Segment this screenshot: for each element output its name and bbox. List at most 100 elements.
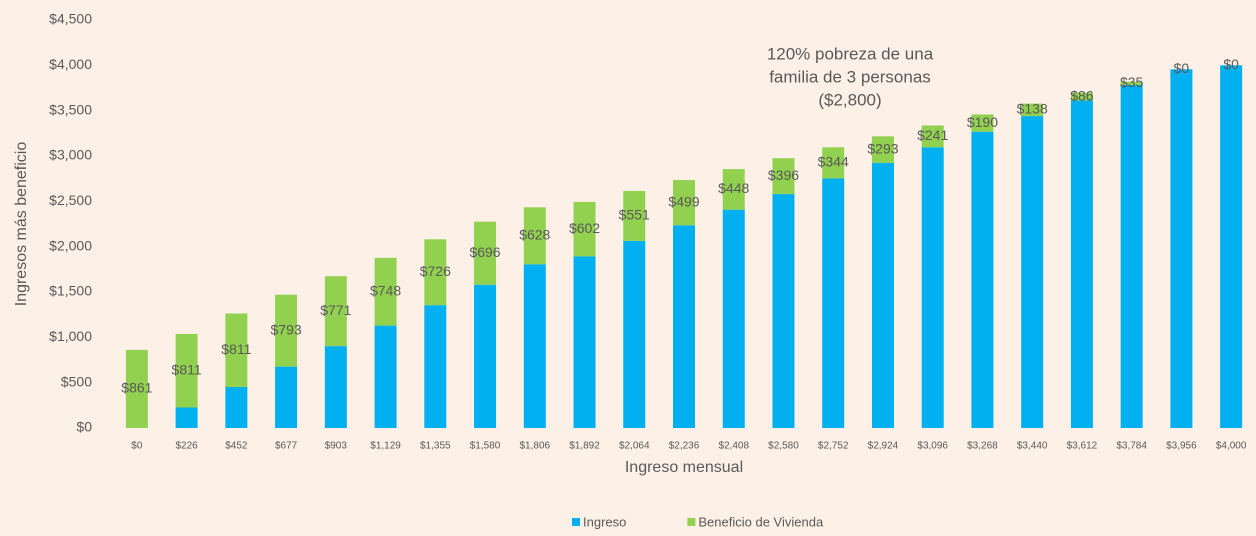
data-label: $726 <box>420 263 451 279</box>
bar-segment <box>871 136 894 163</box>
x-tick-label: $452 <box>225 441 248 452</box>
bar-segment <box>225 387 248 428</box>
bar-segment <box>275 366 298 428</box>
x-tick-label: $3,612 <box>1067 441 1098 452</box>
x-tick-label: $2,408 <box>718 441 749 452</box>
bar-segment <box>523 264 546 428</box>
legend-swatch <box>687 518 696 526</box>
x-tick-label: $226 <box>175 441 198 452</box>
x-tick-label: $2,924 <box>868 441 899 452</box>
bar-segment <box>424 239 447 306</box>
bar-segment <box>722 169 745 210</box>
bar-segment <box>474 284 497 428</box>
x-tick-label: $4,000 <box>1216 441 1247 452</box>
data-label: $293 <box>867 140 898 156</box>
data-label: $86 <box>1070 87 1094 103</box>
bar-segment <box>921 125 944 148</box>
bar-segment <box>971 131 994 428</box>
data-label: $771 <box>320 302 351 318</box>
bar-segment <box>623 190 646 241</box>
bar-segment <box>523 207 546 265</box>
bar-segment <box>374 325 397 428</box>
bar-segment <box>225 313 248 388</box>
y-tick-label: $2,500 <box>49 192 92 208</box>
x-tick-label: $2,064 <box>619 441 650 452</box>
bar-segment <box>324 276 347 347</box>
x-tick-label: $2,236 <box>669 441 700 452</box>
annotation: ($2,800) <box>818 90 881 109</box>
data-label: $0 <box>1223 56 1239 72</box>
annotation: familia de 3 personas <box>769 67 931 86</box>
data-label: $396 <box>768 167 799 183</box>
data-label: $35 <box>1120 74 1144 90</box>
x-tick-label: $3,956 <box>1166 441 1197 452</box>
data-label: $811 <box>221 341 251 357</box>
y-tick-label: $2,000 <box>49 237 92 253</box>
y-tick-label: $3,500 <box>49 101 92 117</box>
data-label: $628 <box>519 226 550 242</box>
bar-segment <box>921 147 944 428</box>
data-label: $602 <box>569 220 600 236</box>
x-tick-label: $903 <box>325 441 348 452</box>
data-label: $138 <box>1017 101 1048 117</box>
bar-segment <box>573 256 596 428</box>
data-label: $499 <box>668 193 699 209</box>
x-tick-label: $3,096 <box>917 441 948 452</box>
y-tick-label: $500 <box>61 373 92 389</box>
data-label: $551 <box>619 207 650 223</box>
bar-segment <box>772 194 795 428</box>
y-tick-label: $0 <box>76 419 92 435</box>
x-tick-label: $1,806 <box>519 441 550 452</box>
bar-segment <box>374 257 397 326</box>
x-tick-label: $1,580 <box>470 441 501 452</box>
bar-segment <box>1170 69 1193 429</box>
bar-segment <box>673 180 695 226</box>
x-tick-label: $3,440 <box>1017 441 1048 452</box>
bar-segment <box>275 294 298 367</box>
x-tick-label: $0 <box>131 441 143 452</box>
data-label: $811 <box>172 361 202 377</box>
bar-segment <box>722 209 745 428</box>
x-tick-label: $3,784 <box>1116 441 1147 452</box>
y-tick-label: $4,000 <box>49 56 92 72</box>
bar-segment <box>474 221 497 285</box>
bar-segment <box>1220 65 1243 428</box>
bar-segment <box>1120 84 1143 429</box>
bar-segment <box>573 201 596 257</box>
bar-segment <box>772 158 795 195</box>
bar-segment <box>1021 116 1044 429</box>
y-tick-label: $3,000 <box>49 147 92 163</box>
data-label: $190 <box>967 114 998 130</box>
x-tick-label: $1,892 <box>569 441 600 452</box>
x-tick-label: $1,355 <box>420 441 451 452</box>
x-tick-label: $1,129 <box>370 441 401 452</box>
bar-segment <box>424 305 447 428</box>
bar-segment <box>175 407 198 428</box>
y-tick-label: $1,000 <box>49 328 92 344</box>
y-tick-label: $4,500 <box>49 11 92 27</box>
data-label: $241 <box>917 127 948 143</box>
legend-label: Beneficio de Vivienda <box>698 514 824 529</box>
bar-segment <box>125 349 148 428</box>
data-label: $793 <box>271 321 302 337</box>
x-tick-label: $677 <box>275 441 298 452</box>
bar-segment <box>871 162 894 428</box>
legend-swatch <box>572 518 580 526</box>
bar-segment <box>673 225 695 428</box>
x-axis-title: Ingreso mensual <box>625 459 743 476</box>
y-tick-label: $1,500 <box>49 283 92 299</box>
data-label: $748 <box>370 282 401 298</box>
legend-label: Ingreso <box>583 514 626 529</box>
bar-segment <box>822 178 845 428</box>
x-tick-label: $3,268 <box>967 441 998 452</box>
bar-segment <box>324 346 347 428</box>
y-axis-title: Ingresos más beneficio <box>13 142 30 307</box>
bar-segment <box>971 114 994 132</box>
bar-segment <box>175 333 198 408</box>
x-tick-label: $2,752 <box>818 441 849 452</box>
bar-segment <box>1070 100 1093 429</box>
x-tick-label: $2,580 <box>768 441 799 452</box>
bar-segment <box>1120 81 1143 85</box>
data-label: $696 <box>469 244 500 260</box>
